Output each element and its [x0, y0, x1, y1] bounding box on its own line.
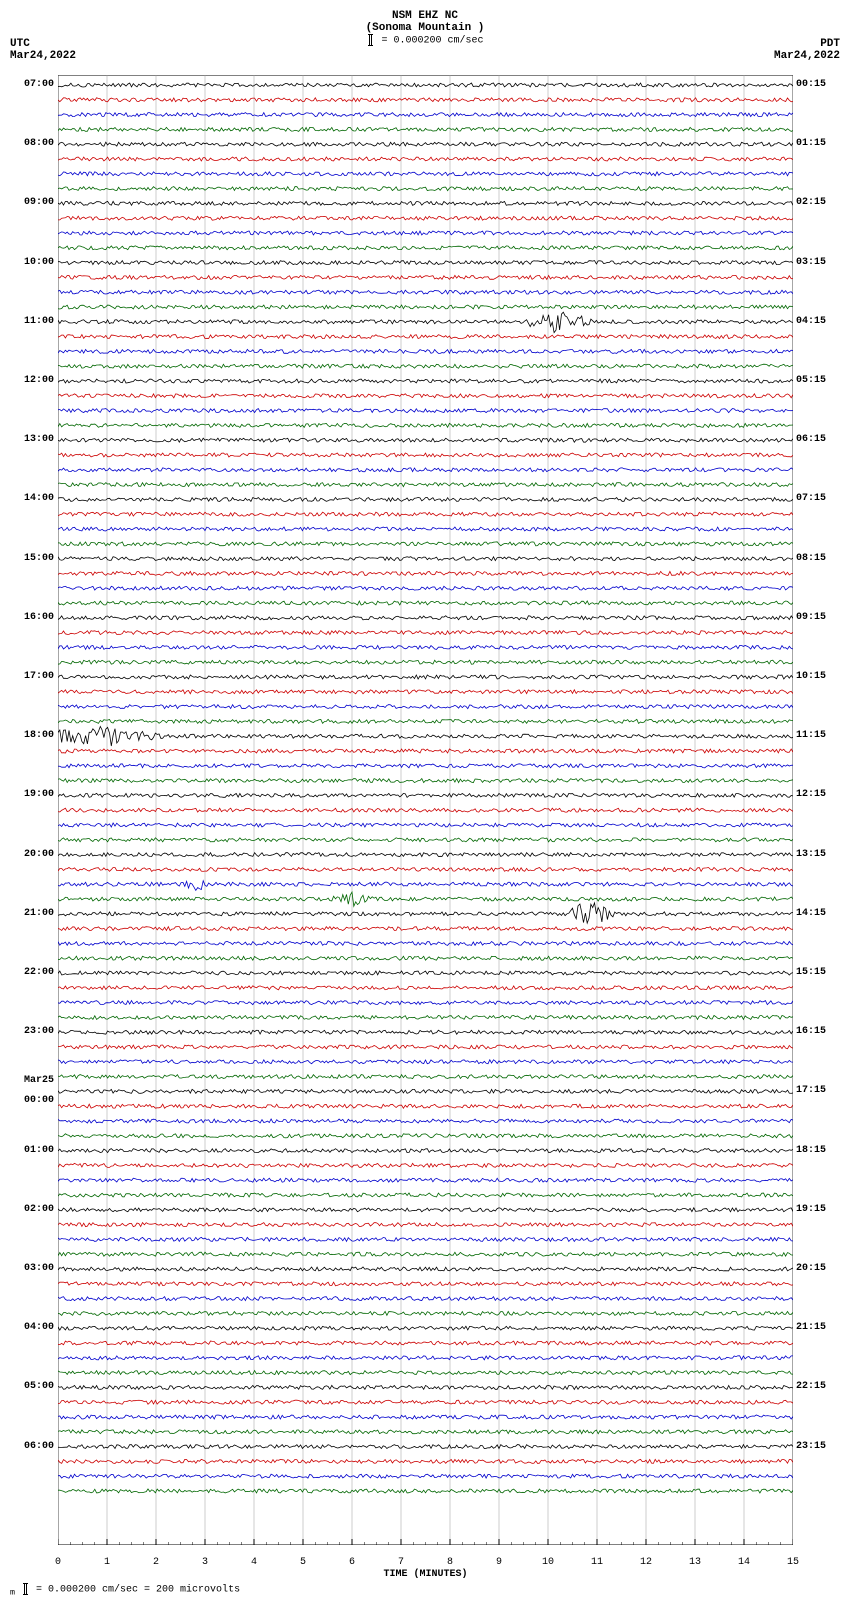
time-label: 21:15: [796, 1322, 826, 1333]
right-date: Mar24,2022: [774, 50, 840, 62]
x-tick: 7: [398, 1557, 404, 1568]
x-tick: 12: [640, 1557, 652, 1568]
time-label: 21:00: [24, 908, 54, 919]
x-tick: 11: [591, 1557, 603, 1568]
footer: m = 0.000200 cm/sec = 200 microvolts: [10, 1583, 840, 1598]
time-label: 14:00: [24, 493, 54, 504]
time-label: 08:15: [796, 553, 826, 564]
header-center: NSM EHZ NC (Sonoma Mountain ) = 0.000200…: [366, 10, 485, 47]
x-tick: 2: [153, 1557, 159, 1568]
time-label: 13:15: [796, 849, 826, 860]
time-label: 05:00: [24, 1381, 54, 1392]
footer-text: = 0.000200 cm/sec = 200 microvolts: [36, 1585, 240, 1596]
time-label: 22:15: [796, 1381, 826, 1392]
x-axis-label: TIME (MINUTES): [383, 1569, 467, 1580]
time-label: 10:00: [24, 257, 54, 268]
time-label: 10:15: [796, 671, 826, 682]
time-label: 23:00: [24, 1026, 54, 1037]
x-axis: TIME (MINUTES) 0123456789101112131415: [58, 1545, 793, 1575]
time-label: 23:15: [796, 1441, 826, 1452]
scale-header: = 0.000200 cm/sec: [366, 34, 485, 47]
time-label: 04:00: [24, 1322, 54, 1333]
right-tz: PDT: [774, 38, 840, 50]
time-label: 09:00: [24, 197, 54, 208]
time-label: 20:00: [24, 849, 54, 860]
time-label: Mar25: [24, 1075, 54, 1086]
time-label: 00:15: [796, 79, 826, 90]
time-label: 19:15: [796, 1204, 826, 1215]
x-tick: 4: [251, 1557, 257, 1568]
x-tick: 3: [202, 1557, 208, 1568]
time-label: 05:15: [796, 375, 826, 386]
time-label: 16:15: [796, 1026, 826, 1037]
time-label: 02:00: [24, 1204, 54, 1215]
time-label: 15:00: [24, 553, 54, 564]
time-label: 01:00: [24, 1145, 54, 1156]
time-label: 15:15: [796, 967, 826, 978]
time-label: 07:00: [24, 79, 54, 90]
x-tick: 5: [300, 1557, 306, 1568]
time-label: 06:00: [24, 1441, 54, 1452]
time-label: 16:00: [24, 612, 54, 623]
x-tick: 15: [787, 1557, 799, 1568]
time-label: 04:15: [796, 316, 826, 327]
station-line1: NSM EHZ NC: [366, 10, 485, 22]
time-label: 18:15: [796, 1145, 826, 1156]
time-label: 11:15: [796, 730, 826, 741]
time-label: 03:00: [24, 1263, 54, 1274]
station-line2: (Sonoma Mountain ): [366, 22, 485, 34]
time-label: 06:15: [796, 434, 826, 445]
time-label: 02:15: [796, 197, 826, 208]
time-label: 17:15: [796, 1085, 826, 1096]
x-tick: 8: [447, 1557, 453, 1568]
header: UTC Mar24,2022 NSM EHZ NC (Sonoma Mounta…: [10, 10, 840, 70]
time-label: 09:15: [796, 612, 826, 623]
seismogram-plot: [58, 75, 793, 1545]
time-label: 18:00: [24, 730, 54, 741]
time-label: 07:15: [796, 493, 826, 504]
x-tick: 1: [104, 1557, 110, 1568]
x-tick: 0: [55, 1557, 61, 1568]
time-label: 19:00: [24, 789, 54, 800]
x-tick: 9: [496, 1557, 502, 1568]
time-label: 14:15: [796, 908, 826, 919]
time-label: 13:00: [24, 434, 54, 445]
x-tick: 14: [738, 1557, 750, 1568]
scale-bar-icon: [24, 1583, 27, 1595]
time-label: 12:00: [24, 375, 54, 386]
time-label: 22:00: [24, 967, 54, 978]
header-left: UTC Mar24,2022: [10, 38, 76, 62]
time-label: 11:00: [24, 316, 54, 327]
time-label: 17:00: [24, 671, 54, 682]
seismogram-container: UTC Mar24,2022 NSM EHZ NC (Sonoma Mounta…: [10, 10, 840, 1598]
time-label: 08:00: [24, 138, 54, 149]
left-date: Mar24,2022: [10, 50, 76, 62]
time-label: 00:00: [24, 1095, 54, 1106]
x-tick: 13: [689, 1557, 701, 1568]
x-tick: 10: [542, 1557, 554, 1568]
time-label: 01:15: [796, 138, 826, 149]
x-tick: 6: [349, 1557, 355, 1568]
scale-bar-icon: [369, 34, 372, 46]
time-label: 03:15: [796, 257, 826, 268]
plot-area: 07:00 08:00 09:00 10:00 11:00 12:00 13:00 14:00…: [10, 75, 840, 1575]
left-tz: UTC: [10, 38, 76, 50]
time-label: 20:15: [796, 1263, 826, 1274]
header-right: PDT Mar24,2022: [774, 38, 840, 62]
time-label: 12:15: [796, 789, 826, 800]
